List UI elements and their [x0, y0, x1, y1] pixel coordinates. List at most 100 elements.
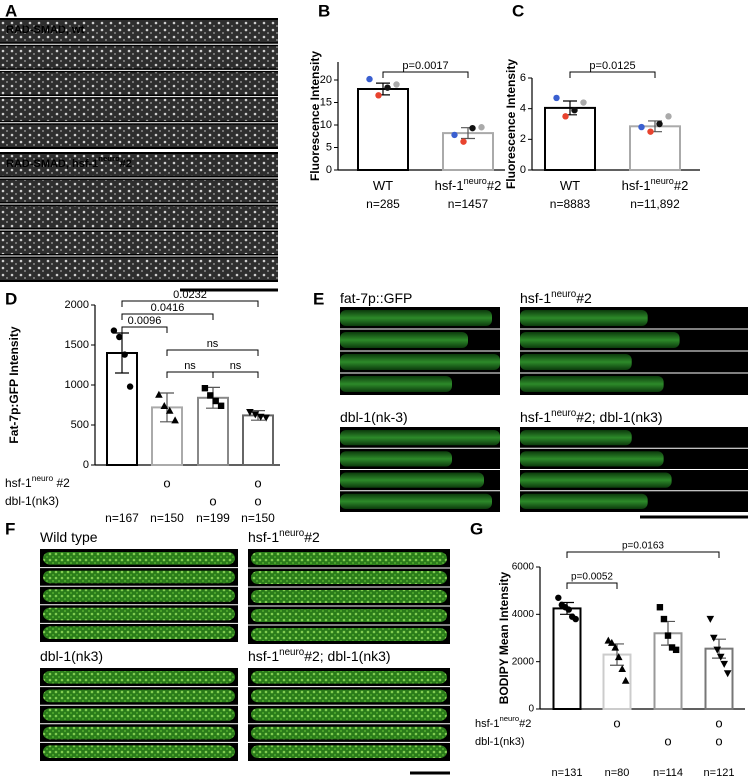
superscript: neuro: [651, 176, 674, 186]
genotype-mark: o: [254, 475, 261, 490]
panel-label: C: [512, 1, 524, 20]
genotype-mark: o: [664, 733, 671, 748]
text-part: #2: [519, 718, 531, 730]
worm-strip: [0, 46, 278, 69]
data-point: [572, 615, 579, 623]
significance-label: p=0.0017: [402, 60, 448, 72]
data-point: [469, 124, 476, 132]
text-part: #2: [120, 158, 132, 170]
image-caption: hsf-1neuro#2: [520, 289, 592, 306]
significance-bracket: [382, 71, 469, 78]
n-label: n=150: [241, 511, 275, 525]
x-tick-label: WT: [373, 178, 393, 193]
data-point: [478, 124, 485, 131]
data-point: [656, 604, 664, 611]
superscript: neuro: [279, 647, 305, 658]
y-tick-label: 1000: [65, 379, 89, 391]
image-caption: dbl-1(nk-3): [340, 409, 408, 425]
text-part: fat-7p::GFP: [340, 290, 412, 306]
worm-strip: [43, 708, 235, 721]
genotype-mark: o: [163, 475, 170, 490]
worm-strip: [340, 376, 452, 392]
worm-strip: [340, 332, 468, 348]
n-label: n=199: [196, 511, 230, 525]
text-part: hsf-1: [475, 718, 499, 730]
data-point: [562, 113, 569, 120]
y-tick-label: 1500: [65, 339, 89, 351]
data-point: [614, 653, 623, 661]
n-label: n=80: [605, 767, 630, 779]
worm-strip: [0, 232, 278, 254]
image-caption: RAD-SMAD, wt: [6, 24, 85, 36]
significance-label: ns: [230, 360, 242, 372]
x-tick-label: hsf-1neuro#2: [435, 176, 502, 193]
text-part: hsf-1: [248, 529, 279, 545]
panel-label: G: [470, 519, 483, 538]
significance-bracket: [566, 582, 618, 589]
worm-strip: [251, 708, 447, 721]
worm-strip: [43, 745, 235, 758]
worm-strip: [251, 689, 447, 703]
y-axis-label: Fat-7p:GFP Intensity: [7, 326, 21, 443]
y-tick-label: 5: [326, 141, 332, 153]
n-label: n=285: [366, 197, 400, 211]
bar: [629, 125, 681, 172]
worm-strip: [0, 124, 278, 147]
data-point: [668, 644, 676, 651]
superscript: neuro: [98, 154, 120, 163]
worm-strip: [0, 258, 278, 280]
panel-label: B: [318, 1, 330, 20]
n-label: n=8883: [550, 197, 591, 211]
genotype-mark: o: [209, 493, 216, 508]
image-caption: RAD-SMAD, hsf-1neuro#2: [6, 154, 132, 170]
data-point: [116, 333, 123, 341]
superscript: neuro: [551, 289, 577, 300]
worm-strip: [251, 671, 447, 684]
worm-strip: [251, 628, 447, 641]
worm-strip: [520, 430, 632, 446]
text-part: dbl-1(nk-3): [340, 409, 408, 425]
worm-strip: [251, 726, 447, 740]
data-point: [384, 84, 391, 91]
y-tick-label: 0: [83, 459, 89, 471]
genotype-label: hsf-1neuro #2: [5, 473, 70, 490]
data-point: [451, 131, 458, 139]
n-label: n=121: [704, 767, 735, 779]
y-tick-label: 10: [320, 119, 332, 131]
data-point: [110, 327, 118, 334]
text-part: dbl-1(nk3): [5, 494, 59, 508]
data-point: [246, 409, 254, 416]
image-caption: Wild type: [40, 529, 98, 545]
text-part: hsf-1: [622, 178, 651, 193]
superscript: neuro: [551, 408, 577, 419]
genotype-label: dbl-1(nk3): [475, 736, 525, 748]
data-point: [262, 414, 270, 422]
genotype-mark: o: [715, 715, 722, 730]
worm-strip: [520, 451, 664, 467]
worm-strip: [520, 332, 680, 348]
data-point: [611, 643, 620, 651]
text-part: RAD-SMAD, hsf-1: [6, 158, 98, 170]
significance-label: p=0.0163: [622, 541, 664, 552]
data-point: [723, 670, 732, 678]
y-tick-label: 6: [520, 72, 526, 84]
worm-strip: [43, 570, 235, 584]
data-point: [555, 594, 562, 601]
worm-strip: [520, 493, 648, 509]
x-tick-label: hsf-1neuro#2: [622, 176, 689, 193]
n-label: n=11,892: [630, 197, 680, 211]
bar: [552, 607, 582, 711]
y-tick-label: 4000: [512, 609, 535, 620]
data-point: [565, 606, 572, 613]
text-part: WT: [373, 178, 393, 193]
superscript: neuro: [279, 528, 305, 539]
y-axis-label: Fluorescence Intensity: [308, 51, 322, 181]
worm-strip: [0, 180, 278, 202]
significance-label: 0.0232: [173, 289, 207, 301]
image-caption: hsf-1neuro#2; dbl-1(nk3): [520, 408, 663, 425]
worm-strip: [0, 72, 278, 95]
data-point: [460, 138, 467, 145]
worm-strip: [0, 206, 278, 228]
data-point: [713, 646, 722, 654]
significance-bracket: [166, 349, 259, 356]
